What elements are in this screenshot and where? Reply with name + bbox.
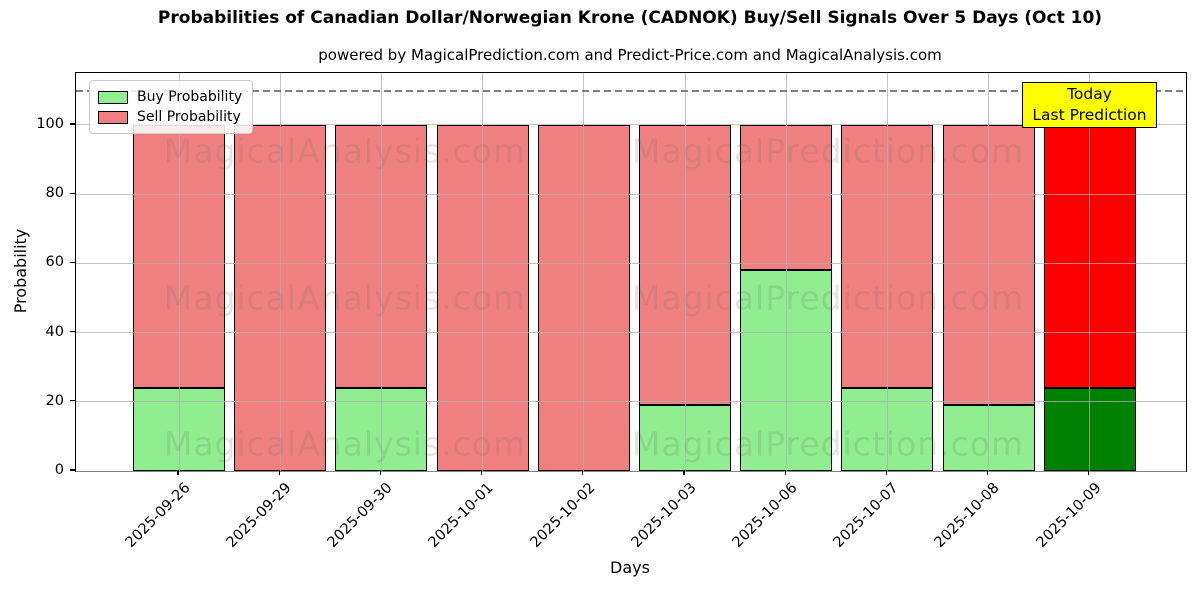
y-tick-mark [70, 400, 75, 402]
y-tick-label: 0 [54, 462, 64, 478]
bar-segment-sell [1043, 124, 1136, 388]
watermark-text: MagicalPrediction.com [631, 131, 1025, 171]
chart-subtitle: powered by MagicalPrediction.com and Pre… [318, 46, 942, 64]
today-annotation: Today Last Prediction [1022, 82, 1157, 128]
y-tick-mark [70, 330, 75, 333]
y-tick-mark [70, 123, 75, 125]
x-tick-label-text: 2025-10-02 [527, 480, 599, 551]
legend-swatch-sell-icon [98, 110, 128, 124]
legend-swatch-buy-icon [98, 90, 128, 104]
x-tick-label-text: 2025-10-08 [931, 480, 1003, 551]
x-tick-mark [481, 470, 483, 475]
x-tick-mark [582, 470, 584, 475]
x-tick-mark [1088, 470, 1090, 475]
chart-title: Probabilities of Canadian Dollar/Norwegi… [157, 8, 1103, 28]
plot-area: Buy Probability Sell Probability Today L… [75, 72, 1187, 472]
legend-item-buy: Buy Probability [98, 87, 242, 107]
watermark-text: MagicalAnalysis.com [163, 424, 527, 464]
x-tick-label-text: 2025-10-07 [830, 480, 902, 551]
x-tick-mark [379, 470, 381, 475]
watermark-text: MagicalAnalysis.com [163, 278, 527, 318]
x-tick-mark [683, 470, 685, 475]
x-tick-mark [177, 470, 179, 475]
dashed-reference-line [76, 90, 1186, 92]
x-tick-mark [278, 470, 280, 475]
x-tick-mark [885, 470, 887, 475]
x-tick-label-text: 2025-10-09 [1033, 480, 1105, 551]
annotation-line-2: Last Prediction [1032, 106, 1147, 124]
x-tick-label-text: 2025-10-03 [628, 480, 700, 551]
x-tick-label-text: 2025-10-06 [729, 480, 801, 551]
legend-item-sell: Sell Probability [98, 107, 242, 127]
x-tick-label-text: 2025-10-01 [425, 480, 497, 551]
y-tick-mark [70, 192, 75, 194]
legend-label-sell: Sell Probability [137, 109, 241, 125]
legend-label-buy: Buy Probability [137, 89, 243, 105]
x-tick-mark [784, 470, 786, 475]
bar-segment-sell [537, 124, 630, 471]
x-tick-label-text: 2025-09-26 [122, 480, 194, 551]
legend: Buy Probability Sell Probability [89, 80, 254, 134]
watermark-text: MagicalPrediction.com [631, 424, 1025, 464]
x-tick-label-text: 2025-09-30 [324, 480, 396, 551]
x-tick-label-text: 2025-09-29 [223, 480, 295, 551]
y-tick-label: 100 [36, 115, 64, 132]
y-tick-label: 20 [45, 392, 64, 409]
annotation-line-1: Today [1067, 85, 1112, 103]
watermark-text: MagicalPrediction.com [631, 278, 1025, 318]
y-tick-mark [70, 261, 75, 263]
y-tick-label: 80 [45, 185, 64, 202]
y-tick-label: 60 [45, 254, 64, 271]
x-axis-label: Days [610, 558, 650, 577]
y-tick-label: 40 [45, 323, 64, 340]
y-tick-mark [70, 469, 75, 471]
bar-segment-buy [1043, 387, 1136, 471]
watermark-text: MagicalAnalysis.com [163, 131, 527, 171]
x-tick-mark [987, 470, 989, 475]
